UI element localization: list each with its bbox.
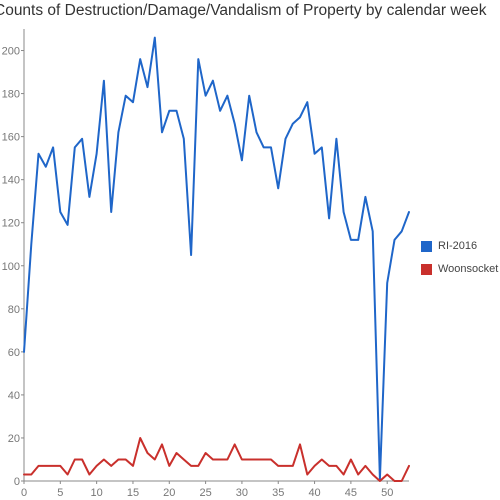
y-tick-label: 40 [8,390,20,402]
series-layer [23,36,410,482]
y-tick-label: 120 [2,218,20,230]
x-tick-label: 20 [163,487,175,499]
series-line-ri-2016 [23,36,410,480]
legend: RI-2016 Woonsocket [421,238,498,284]
legend-swatch-ri-2016 [421,240,432,252]
legend-label-ri-2016: RI-2016 [438,240,478,252]
x-tick-label: 40 [308,487,320,499]
y-tick-label: 100 [2,261,20,273]
y-tick-label: 0 [14,476,20,488]
x-tick-label: 10 [91,487,103,499]
x-tick-label: 45 [345,487,357,499]
x-tick-label: 35 [272,487,284,499]
y-tick-label: 140 [2,175,20,187]
legend-label-woonsocket: Woonsocket [438,263,499,275]
y-tick-label: 180 [2,89,20,101]
y-tick-label: 200 [2,46,20,58]
legend-item-ri-2016[interactable]: RI-2016 [421,238,498,254]
x-tick-label: 0 [21,487,27,499]
x-tick-label: 5 [57,487,63,499]
legend-swatch-woonsocket [421,263,432,275]
y-tick-label: 60 [8,347,20,359]
chart-title: Counts of Destruction/Damage/Vandalism o… [0,2,487,19]
y-tick-label: 80 [8,304,20,316]
x-tick-label: 25 [199,487,211,499]
legend-item-woonsocket[interactable]: Woonsocket [421,261,498,277]
y-tick-label: 20 [8,433,20,445]
series-line-woonsocket [23,437,410,482]
x-tick-label: 30 [236,487,248,499]
y-tick-label: 160 [2,132,20,144]
x-tick-label: 50 [381,487,393,499]
axes: 0 20 40 60 80 100 120 140 160 180 200 0 5 10 15 20 25 30 3… [2,29,409,499]
x-tick-label: 15 [127,487,139,499]
